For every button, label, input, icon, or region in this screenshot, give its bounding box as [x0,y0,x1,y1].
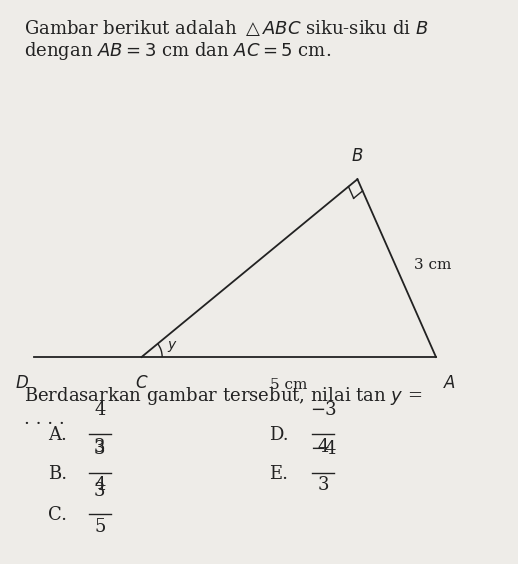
Text: A.: A. [48,426,67,444]
Text: dengan $AB = 3$ cm dan $AC = 5$ cm.: dengan $AB = 3$ cm dan $AC = 5$ cm. [24,40,331,62]
Text: 3: 3 [94,482,106,500]
Text: $D$: $D$ [15,375,28,392]
Text: 3: 3 [94,440,106,458]
Text: E.: E. [269,465,288,483]
Text: 3 cm: 3 cm [414,258,451,272]
Text: −4: −4 [310,440,336,458]
Text: 5 cm: 5 cm [270,378,308,392]
Text: 4: 4 [318,438,329,456]
Text: B.: B. [48,465,67,483]
Text: C.: C. [48,506,67,525]
Text: $A$: $A$ [443,375,456,392]
Text: $C$: $C$ [135,375,148,392]
Text: Berdasarkan gambar tersebut, nilai tan $y$ =: Berdasarkan gambar tersebut, nilai tan $… [24,385,422,407]
Text: 3: 3 [94,438,106,456]
Text: 4: 4 [94,401,106,419]
Text: $B$: $B$ [351,148,364,165]
Text: −3: −3 [310,401,336,419]
Text: $y$: $y$ [167,339,178,354]
Text: 3: 3 [318,477,329,495]
Text: 4: 4 [94,477,106,495]
Text: Gambar berikut adalah $\triangle ABC$ siku-siku di $B$: Gambar berikut adalah $\triangle ABC$ si… [24,18,428,38]
Text: . . . .: . . . . [24,410,65,428]
Text: D.: D. [269,426,289,444]
Text: 5: 5 [94,518,106,536]
